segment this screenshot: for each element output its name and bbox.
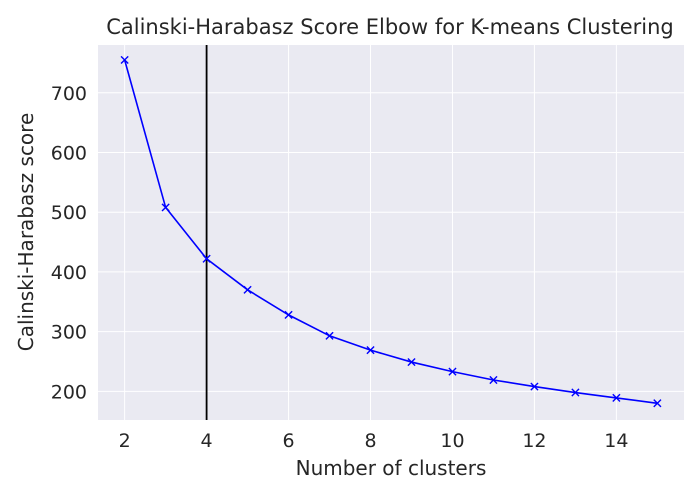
x-tick-label: 6 — [283, 430, 295, 452]
y-tick-label: 500 — [51, 202, 87, 224]
y-axis-label: Calinski-Harabasz score — [14, 113, 38, 352]
x-tick-label: 10 — [440, 430, 464, 452]
data-point-marker — [612, 393, 621, 403]
x-axis-ticks: 2 4 6 8 10 12 14 — [119, 430, 629, 452]
y-tick-label: 700 — [51, 83, 87, 105]
data-point-marker — [120, 55, 129, 65]
data-point-marker — [530, 382, 539, 391]
x-tick-label: 8 — [364, 430, 376, 452]
y-tick-label: 300 — [51, 322, 87, 344]
data-point-marker — [448, 367, 457, 376]
chart-title: Calinski-Harabasz Score Elbow for K-mean… — [106, 15, 674, 39]
plot-area — [98, 45, 684, 420]
data-point-marker — [161, 203, 170, 212]
data-point-marker — [366, 346, 375, 355]
data-point-marker — [653, 399, 662, 408]
data-point-marker — [284, 310, 293, 319]
series-line — [123, 59, 658, 405]
y-axis-ticks: 200 300 400 500 600 700 — [51, 83, 87, 404]
data-point-marker — [202, 254, 211, 263]
data-point-marker — [489, 375, 498, 385]
y-tick-label: 600 — [51, 142, 87, 164]
x-tick-label: 12 — [522, 430, 546, 452]
x-axis-label: Number of clusters — [296, 456, 487, 480]
x-tick-label: 2 — [119, 430, 131, 452]
data-point-marker — [407, 357, 416, 367]
data-point-marker — [571, 388, 580, 397]
data-point-marker — [325, 331, 334, 340]
x-tick-label: 14 — [604, 430, 628, 452]
y-tick-label: 200 — [51, 381, 87, 403]
series — [120, 55, 662, 408]
y-tick-label: 400 — [51, 262, 87, 284]
data-point-marker — [243, 285, 252, 294]
x-tick-label: 4 — [201, 430, 213, 452]
